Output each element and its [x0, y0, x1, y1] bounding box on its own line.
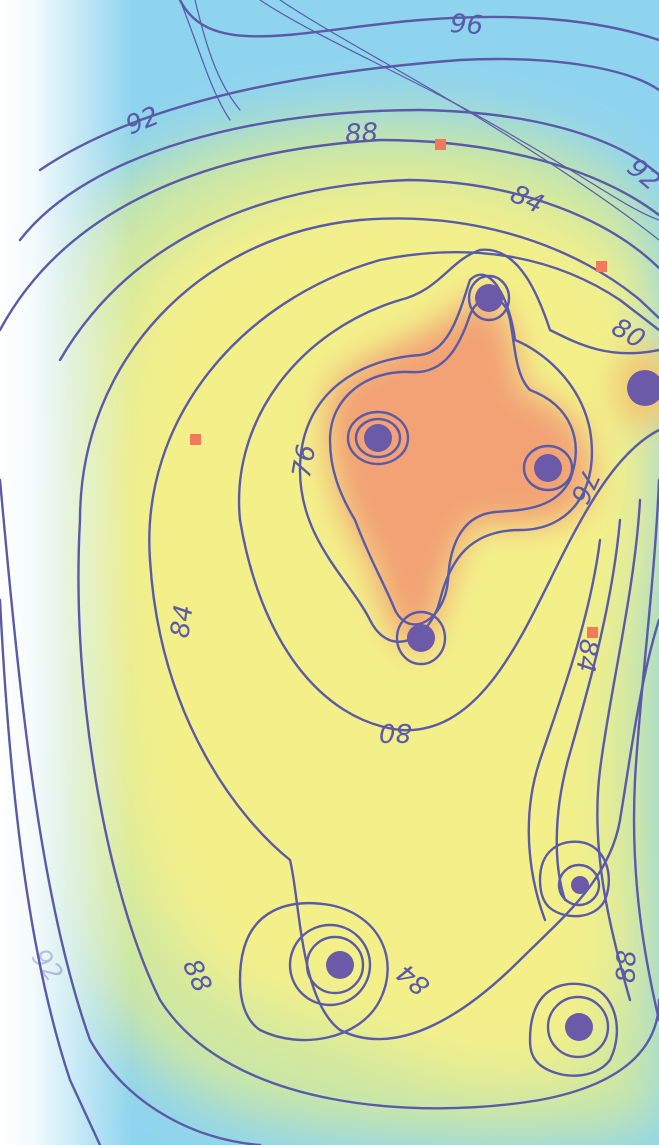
contour-line: [238, 428, 659, 732]
center-marker: [534, 454, 562, 482]
contour-line: [148, 558, 659, 1041]
contour-line: [259, 0, 659, 221]
contour-line: [78, 217, 659, 522]
contour-line: [298, 273, 594, 643]
station-marker: [435, 139, 446, 150]
contour-line: [395, 610, 447, 666]
center-marker: [364, 424, 392, 452]
contour-label: 84: [569, 637, 603, 674]
contour-line: [557, 863, 601, 907]
contour-line: [238, 902, 389, 1042]
contour-line: [237, 248, 659, 522]
contour-line: [527, 538, 602, 922]
contour-line: [288, 923, 372, 1007]
center-marker: [475, 284, 503, 312]
contour-line: [546, 995, 610, 1059]
contour-label: 80: [379, 717, 412, 747]
center-marker: [326, 951, 354, 979]
contour-line: [18, 108, 659, 242]
contour-line: [178, 0, 659, 42]
contour-label: 84: [165, 603, 199, 640]
contour-label: 96: [449, 9, 484, 41]
contour-line: [596, 498, 642, 1002]
contour-line: [346, 410, 410, 466]
contour-line: [38, 57, 659, 172]
contour-line: [148, 251, 659, 562]
contour-line: [555, 518, 622, 902]
station-marker: [596, 261, 607, 272]
contour-line: [0, 598, 102, 1145]
center-markers: [326, 284, 659, 1041]
contour-line: [328, 296, 577, 626]
contour-line: [632, 478, 659, 1022]
contour-line: [0, 138, 659, 332]
contour-line: [528, 982, 618, 1077]
contour-line: [77, 518, 659, 1110]
center-marker: [565, 1013, 593, 1041]
station-marker: [587, 627, 598, 638]
center-marker: [627, 370, 659, 406]
contour-line: [354, 417, 402, 459]
station-markers: [190, 139, 607, 638]
contour-line: [305, 935, 365, 995]
contour-line: [194, 0, 241, 111]
contour-line: [58, 178, 659, 362]
contour-label: 88: [611, 949, 642, 983]
center-marker: [571, 876, 589, 894]
station-marker: [190, 434, 201, 445]
contour-label: 76: [287, 442, 322, 480]
contour-line: [467, 274, 511, 322]
contour-line: [179, 0, 231, 121]
contour-line: [0, 478, 262, 1145]
contour-line: [522, 444, 574, 492]
center-marker: [407, 624, 435, 652]
contour-label: 88: [344, 118, 379, 150]
contour-line: [279, 0, 659, 241]
